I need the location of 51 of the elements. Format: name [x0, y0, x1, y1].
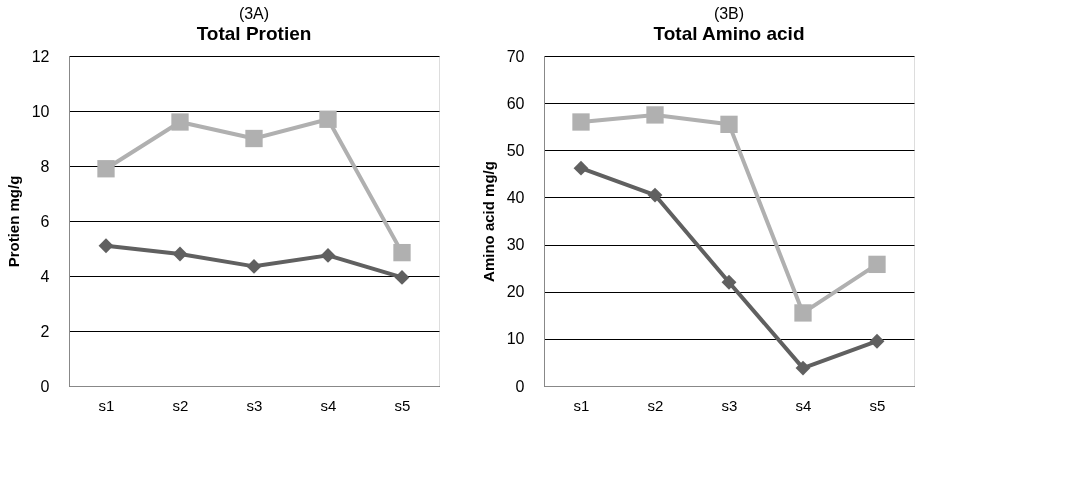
x-tick-label: s1 [98, 396, 115, 414]
y-tick-label: 6 [40, 212, 50, 230]
chart-title: (3A) [238, 5, 270, 22]
point [172, 246, 188, 262]
y-tick-label: 8 [40, 157, 50, 175]
chart-title: (3B) [713, 5, 745, 22]
point [572, 113, 590, 131]
point [720, 115, 738, 134]
y-tick-label: 50 [506, 141, 525, 159]
point [98, 238, 114, 254]
chart-subtitle: Total Amino acid [653, 23, 805, 44]
point [646, 106, 664, 124]
point [393, 243, 411, 262]
x-tick-label: s4 [795, 396, 812, 414]
y-tick-label: 20 [506, 283, 525, 301]
x-tick-label: s3 [721, 396, 738, 414]
y-tick-label: 10 [31, 102, 50, 120]
x-tick-label: s2 [172, 396, 189, 414]
point [319, 110, 337, 128]
y-tick-label: 30 [506, 236, 525, 254]
point [245, 129, 263, 148]
y-tick-label: 2 [40, 322, 50, 340]
point [171, 113, 189, 131]
point [868, 255, 886, 274]
x-tick-label: s4 [320, 396, 337, 414]
x-tick-label: s5 [869, 396, 886, 414]
point [320, 247, 336, 263]
y-tick-label: 60 [506, 94, 525, 112]
point [647, 187, 663, 203]
point [721, 274, 737, 290]
point [97, 160, 115, 178]
y-tick-label: 0 [40, 377, 50, 395]
y-tick-label: 12 [31, 47, 50, 65]
point [869, 333, 885, 349]
y-tick-label: 70 [506, 47, 525, 65]
point [573, 160, 589, 176]
y-tick-label: 0 [515, 377, 525, 395]
y-axis-title: Protien mg/g [4, 175, 22, 268]
point [246, 258, 262, 274]
chart-subtitle: Total Protien [196, 23, 312, 44]
point [794, 304, 812, 322]
y-tick-label: 10 [506, 330, 525, 348]
x-tick-label: s2 [647, 396, 664, 414]
x-tick-label: s1 [573, 396, 590, 414]
x-tick-label: s3 [246, 396, 263, 414]
y-tick-label: 40 [506, 188, 525, 206]
x-tick-label: s5 [394, 396, 411, 414]
point [394, 269, 410, 285]
y-axis-title: Amino acid mg/g [479, 161, 497, 282]
y-tick-label: 4 [40, 267, 50, 285]
point [795, 360, 811, 376]
